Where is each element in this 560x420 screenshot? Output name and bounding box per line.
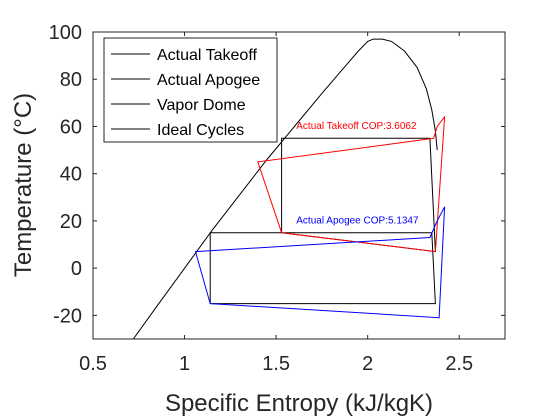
- y-axis-label: Temperature (°C): [10, 93, 37, 277]
- x-tick-label: 2: [362, 353, 373, 375]
- series-actual-takeoff-3: [257, 115, 446, 253]
- legend: Actual Takeoff Actual Apogee Vapor Dome …: [103, 37, 278, 143]
- y-tick-label: 80: [60, 69, 82, 91]
- y-tick-label: 20: [60, 211, 82, 233]
- y-tick-label: 40: [60, 164, 82, 186]
- x-tick-label: 1: [179, 353, 190, 375]
- series-lines: [132, 38, 446, 339]
- annotation-0: Actual Takeoff COP:3.6062: [296, 121, 417, 132]
- legend-box: [103, 37, 278, 143]
- legend-label-vapor-dome: Vapor Dome: [157, 97, 246, 114]
- x-tick-label: 0.5: [79, 353, 107, 375]
- y-tick-label: -20: [53, 305, 82, 327]
- series-vapor-dome-0: [132, 38, 438, 339]
- annotations: Actual Takeoff COP:3.6062 Actual Apogee C…: [296, 121, 419, 226]
- y-tick-label: 60: [60, 116, 82, 138]
- annotation-1: Actual Apogee COP:5.1347: [296, 215, 419, 226]
- y-tick-label: 100: [49, 22, 82, 44]
- y-tick-label: 0: [71, 258, 82, 280]
- x-axis-label: Specific Entropy (kJ/kgK): [165, 390, 433, 417]
- x-tick-label: 1.5: [262, 353, 290, 375]
- legend-label-ideal-cycles: Ideal Cycles: [157, 122, 244, 139]
- x-tick-label: 2.5: [445, 353, 473, 375]
- axis-ticks: 0.5 1 1.5 2 2.5 -20 0 20 40 60 80 100: [49, 22, 505, 375]
- legend-label-actual-apogee: Actual Apogee: [157, 72, 260, 89]
- series-actual-apogee-4: [194, 206, 446, 319]
- legend-label-actual-takeoff: Actual Takeoff: [157, 47, 257, 64]
